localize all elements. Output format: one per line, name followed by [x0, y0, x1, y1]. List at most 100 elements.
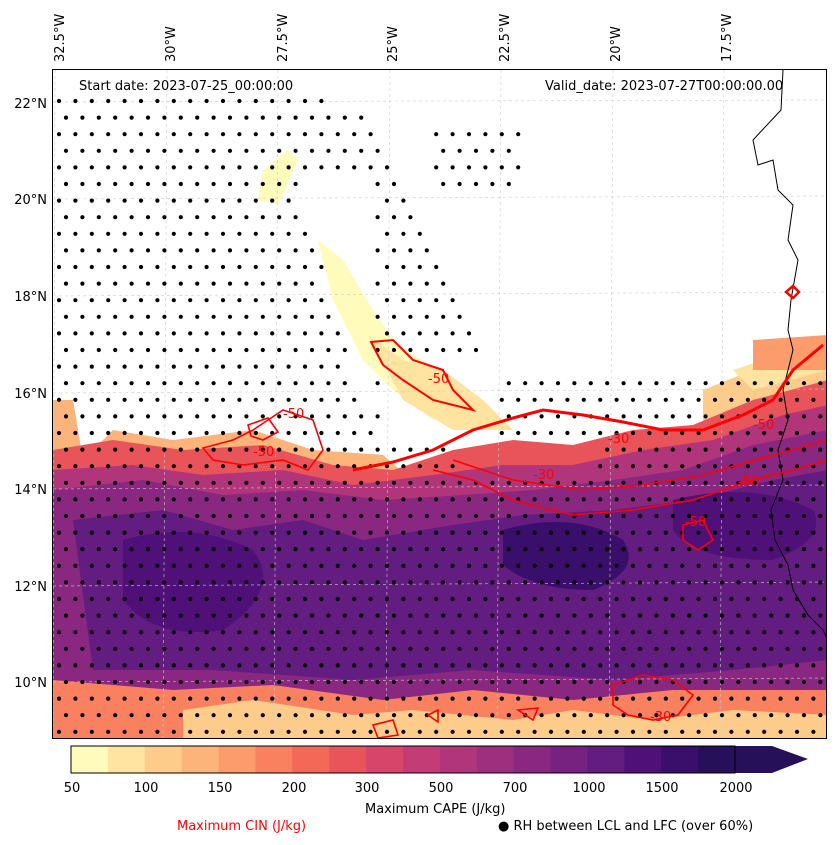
rh-dot [417, 530, 422, 535]
rh-dot [309, 248, 315, 253]
rh-dot [56, 364, 62, 369]
rh-dot [162, 115, 167, 120]
rh-dot [818, 646, 823, 651]
rh-dot [663, 497, 668, 502]
lat-label-22n: 22°N [14, 97, 47, 112]
rh-dot [80, 381, 85, 386]
rh-dot [342, 580, 347, 585]
rh-dot [532, 696, 537, 701]
rh-dot [572, 679, 577, 685]
rh-dot [342, 513, 347, 519]
rh-dot [253, 98, 258, 104]
rh-dot [277, 281, 282, 286]
rh-dot [138, 298, 144, 303]
rh-dot [293, 148, 298, 153]
rh-dot [335, 364, 340, 369]
rh-dot [384, 696, 390, 701]
rh-dot [253, 165, 258, 170]
cin-legend-label: Maximum CIN (J/kg) [177, 819, 307, 834]
rh-dot [588, 513, 593, 519]
rh-dot [801, 613, 807, 618]
rh-dot [523, 381, 528, 386]
rh-dot [227, 381, 233, 386]
rh-dot [309, 447, 315, 452]
rh-dot [811, 630, 816, 635]
rh-dot [80, 580, 85, 585]
rh-dot [523, 580, 528, 585]
rh-dot [244, 381, 249, 386]
gridlines [53, 70, 826, 738]
rh-dot [80, 215, 85, 220]
rh-dot [204, 397, 209, 402]
rh-dot [605, 679, 610, 685]
rh-dot [670, 646, 675, 651]
rh-dot [654, 613, 659, 618]
rh-dot [237, 530, 242, 535]
rh-dot [654, 646, 659, 651]
rh-dot [654, 414, 659, 419]
rh-dot [162, 613, 167, 618]
rh-dot [384, 729, 390, 734]
rh-dot [211, 148, 216, 153]
rh-dot [408, 314, 413, 319]
rh-dot [532, 530, 537, 535]
rh-dot [155, 364, 160, 369]
rh-dot [719, 381, 725, 386]
rh-dot [309, 547, 315, 552]
rh-dot [424, 513, 429, 519]
map-panel: Start date: 2023-07-25_00:00:00 Valid_da… [52, 69, 827, 739]
rh-dot [647, 696, 652, 701]
rh-dot [359, 480, 364, 485]
rh-dot [211, 713, 216, 718]
rh-dot [145, 181, 151, 187]
rh-dot [122, 165, 127, 170]
rh-dot [319, 530, 324, 535]
rh-dot [244, 281, 249, 286]
rh-dot [270, 198, 275, 203]
rh-dot [260, 347, 265, 353]
rh-dot [244, 148, 249, 153]
rh-dot [302, 663, 308, 668]
rh-dot [342, 347, 347, 353]
rh-legend-label: ● RH between LCL and LFC (over 60%) [498, 819, 754, 834]
rh-dot [555, 713, 561, 718]
rh-dot [719, 713, 725, 718]
rh-dot [56, 98, 62, 104]
rh-dot [293, 248, 298, 253]
rh-dot [237, 596, 242, 602]
rh-dot [227, 613, 233, 618]
rh-dot [220, 231, 226, 236]
rh-dot [211, 547, 216, 552]
rh-dot [129, 347, 134, 353]
rh-dot [270, 364, 275, 369]
rh-dot [106, 331, 111, 336]
colorbar-tick: 500 [428, 781, 454, 796]
rh-dot [745, 663, 750, 668]
contour-label: -30 [650, 710, 672, 725]
rh-dot [637, 447, 643, 452]
rh-dot [687, 414, 692, 419]
rh-dot [375, 713, 380, 718]
rh-dot [712, 464, 718, 469]
rh-dot [391, 679, 397, 685]
rh-dot [302, 165, 308, 170]
rh-dot [762, 497, 767, 502]
rh-dot [188, 231, 193, 236]
rh-dot [729, 430, 734, 436]
rh-dot [270, 98, 275, 104]
rh-dot [204, 464, 209, 469]
rh-dot [712, 696, 718, 701]
rh-dot [736, 679, 741, 685]
rh-dot [408, 215, 413, 220]
rh-dot [188, 430, 193, 436]
rh-dot [335, 696, 340, 701]
rh-dot [277, 513, 282, 519]
rh-dot [359, 580, 364, 585]
rh-dot [260, 248, 265, 253]
rh-dot [457, 314, 462, 319]
rh-dot [63, 613, 69, 618]
rh-dot [621, 447, 626, 452]
rh-dot [516, 430, 521, 436]
rh-dot [794, 663, 800, 668]
rh-dot [204, 132, 209, 137]
